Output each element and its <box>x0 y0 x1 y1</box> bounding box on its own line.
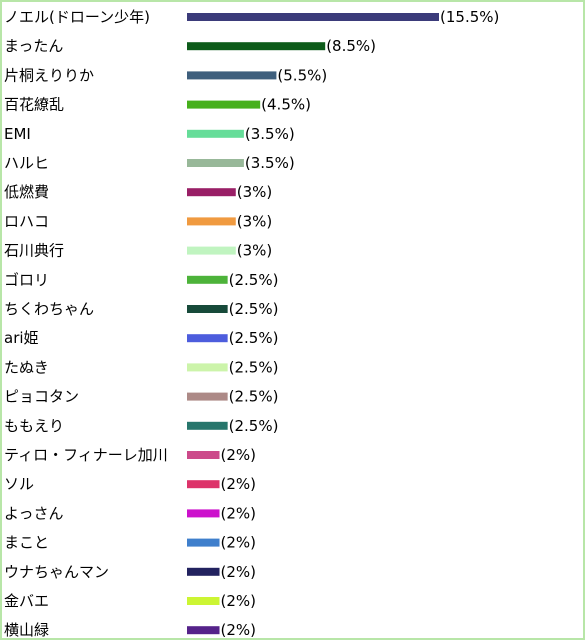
category-label: ももえり <box>4 417 64 435</box>
value-label: (2.5%) <box>229 271 279 289</box>
value-label: (2.5%) <box>229 417 279 435</box>
value-label: (2%) <box>221 446 257 464</box>
bar <box>187 100 261 109</box>
bar <box>187 42 326 51</box>
value-label: (3.5%) <box>245 154 295 172</box>
value-label: (2%) <box>221 592 257 610</box>
bar <box>187 129 244 138</box>
bar <box>187 246 236 255</box>
value-label: (2.5%) <box>229 358 279 376</box>
value-label: (2%) <box>221 621 257 638</box>
category-label: ちくわちゃん <box>4 300 94 318</box>
category-label: よっさん <box>4 504 64 522</box>
category-label: 低燃費 <box>4 183 49 201</box>
bar <box>187 392 228 401</box>
category-label: 百花繚乱 <box>4 96 64 114</box>
value-label: (3%) <box>237 212 273 230</box>
category-label: まこと <box>4 534 49 552</box>
category-label: ソル <box>4 475 34 493</box>
bar <box>187 538 220 547</box>
value-label: (2.5%) <box>229 329 279 347</box>
bar <box>187 305 228 313</box>
value-label: (2%) <box>221 563 257 581</box>
category-label: ハルヒ <box>4 154 49 172</box>
category-label: ピョコタン <box>4 388 79 406</box>
bar <box>187 159 244 167</box>
category-label: たぬき <box>4 358 49 376</box>
bar <box>187 217 236 226</box>
value-label: (2%) <box>221 534 257 552</box>
category-label: 石川典行 <box>4 242 64 260</box>
bar <box>187 71 277 80</box>
category-label: ロハコ <box>4 212 49 230</box>
value-label: (15.5%) <box>440 8 499 26</box>
bar <box>187 363 228 372</box>
bar <box>187 421 228 430</box>
value-label: (4.5%) <box>261 96 311 114</box>
bar <box>187 188 236 197</box>
category-label: まったん <box>4 37 63 55</box>
category-label: 金バエ <box>4 592 49 610</box>
category-label: ティロ・フィナーレ加川 <box>4 446 168 464</box>
category-label: ノエル(ドローン少年) <box>4 8 150 26</box>
category-label: ゴロリ <box>4 271 49 289</box>
category-label: 横山緑 <box>4 621 49 638</box>
bar <box>187 480 220 489</box>
bar <box>187 275 228 284</box>
value-label: (3.5%) <box>245 125 295 143</box>
category-label: EMI <box>4 125 31 143</box>
value-label: (2.5%) <box>229 388 279 406</box>
category-label: ウナちゃんマン <box>4 563 109 581</box>
value-label: (2%) <box>221 475 257 493</box>
value-label: (2%) <box>221 504 257 522</box>
bar <box>187 567 220 576</box>
value-label: (2.5%) <box>229 300 279 318</box>
bar <box>187 509 220 518</box>
value-label: (3%) <box>237 183 273 201</box>
category-label: 片桐えりりか <box>4 66 94 84</box>
bar <box>187 597 220 605</box>
bar <box>187 451 220 459</box>
bar <box>187 13 439 21</box>
value-label: (8.5%) <box>326 37 376 55</box>
bar <box>187 334 228 343</box>
category-label: ari姫 <box>4 329 39 347</box>
value-label: (5.5%) <box>277 66 327 84</box>
bar <box>187 626 220 635</box>
value-label: (3%) <box>237 242 273 260</box>
